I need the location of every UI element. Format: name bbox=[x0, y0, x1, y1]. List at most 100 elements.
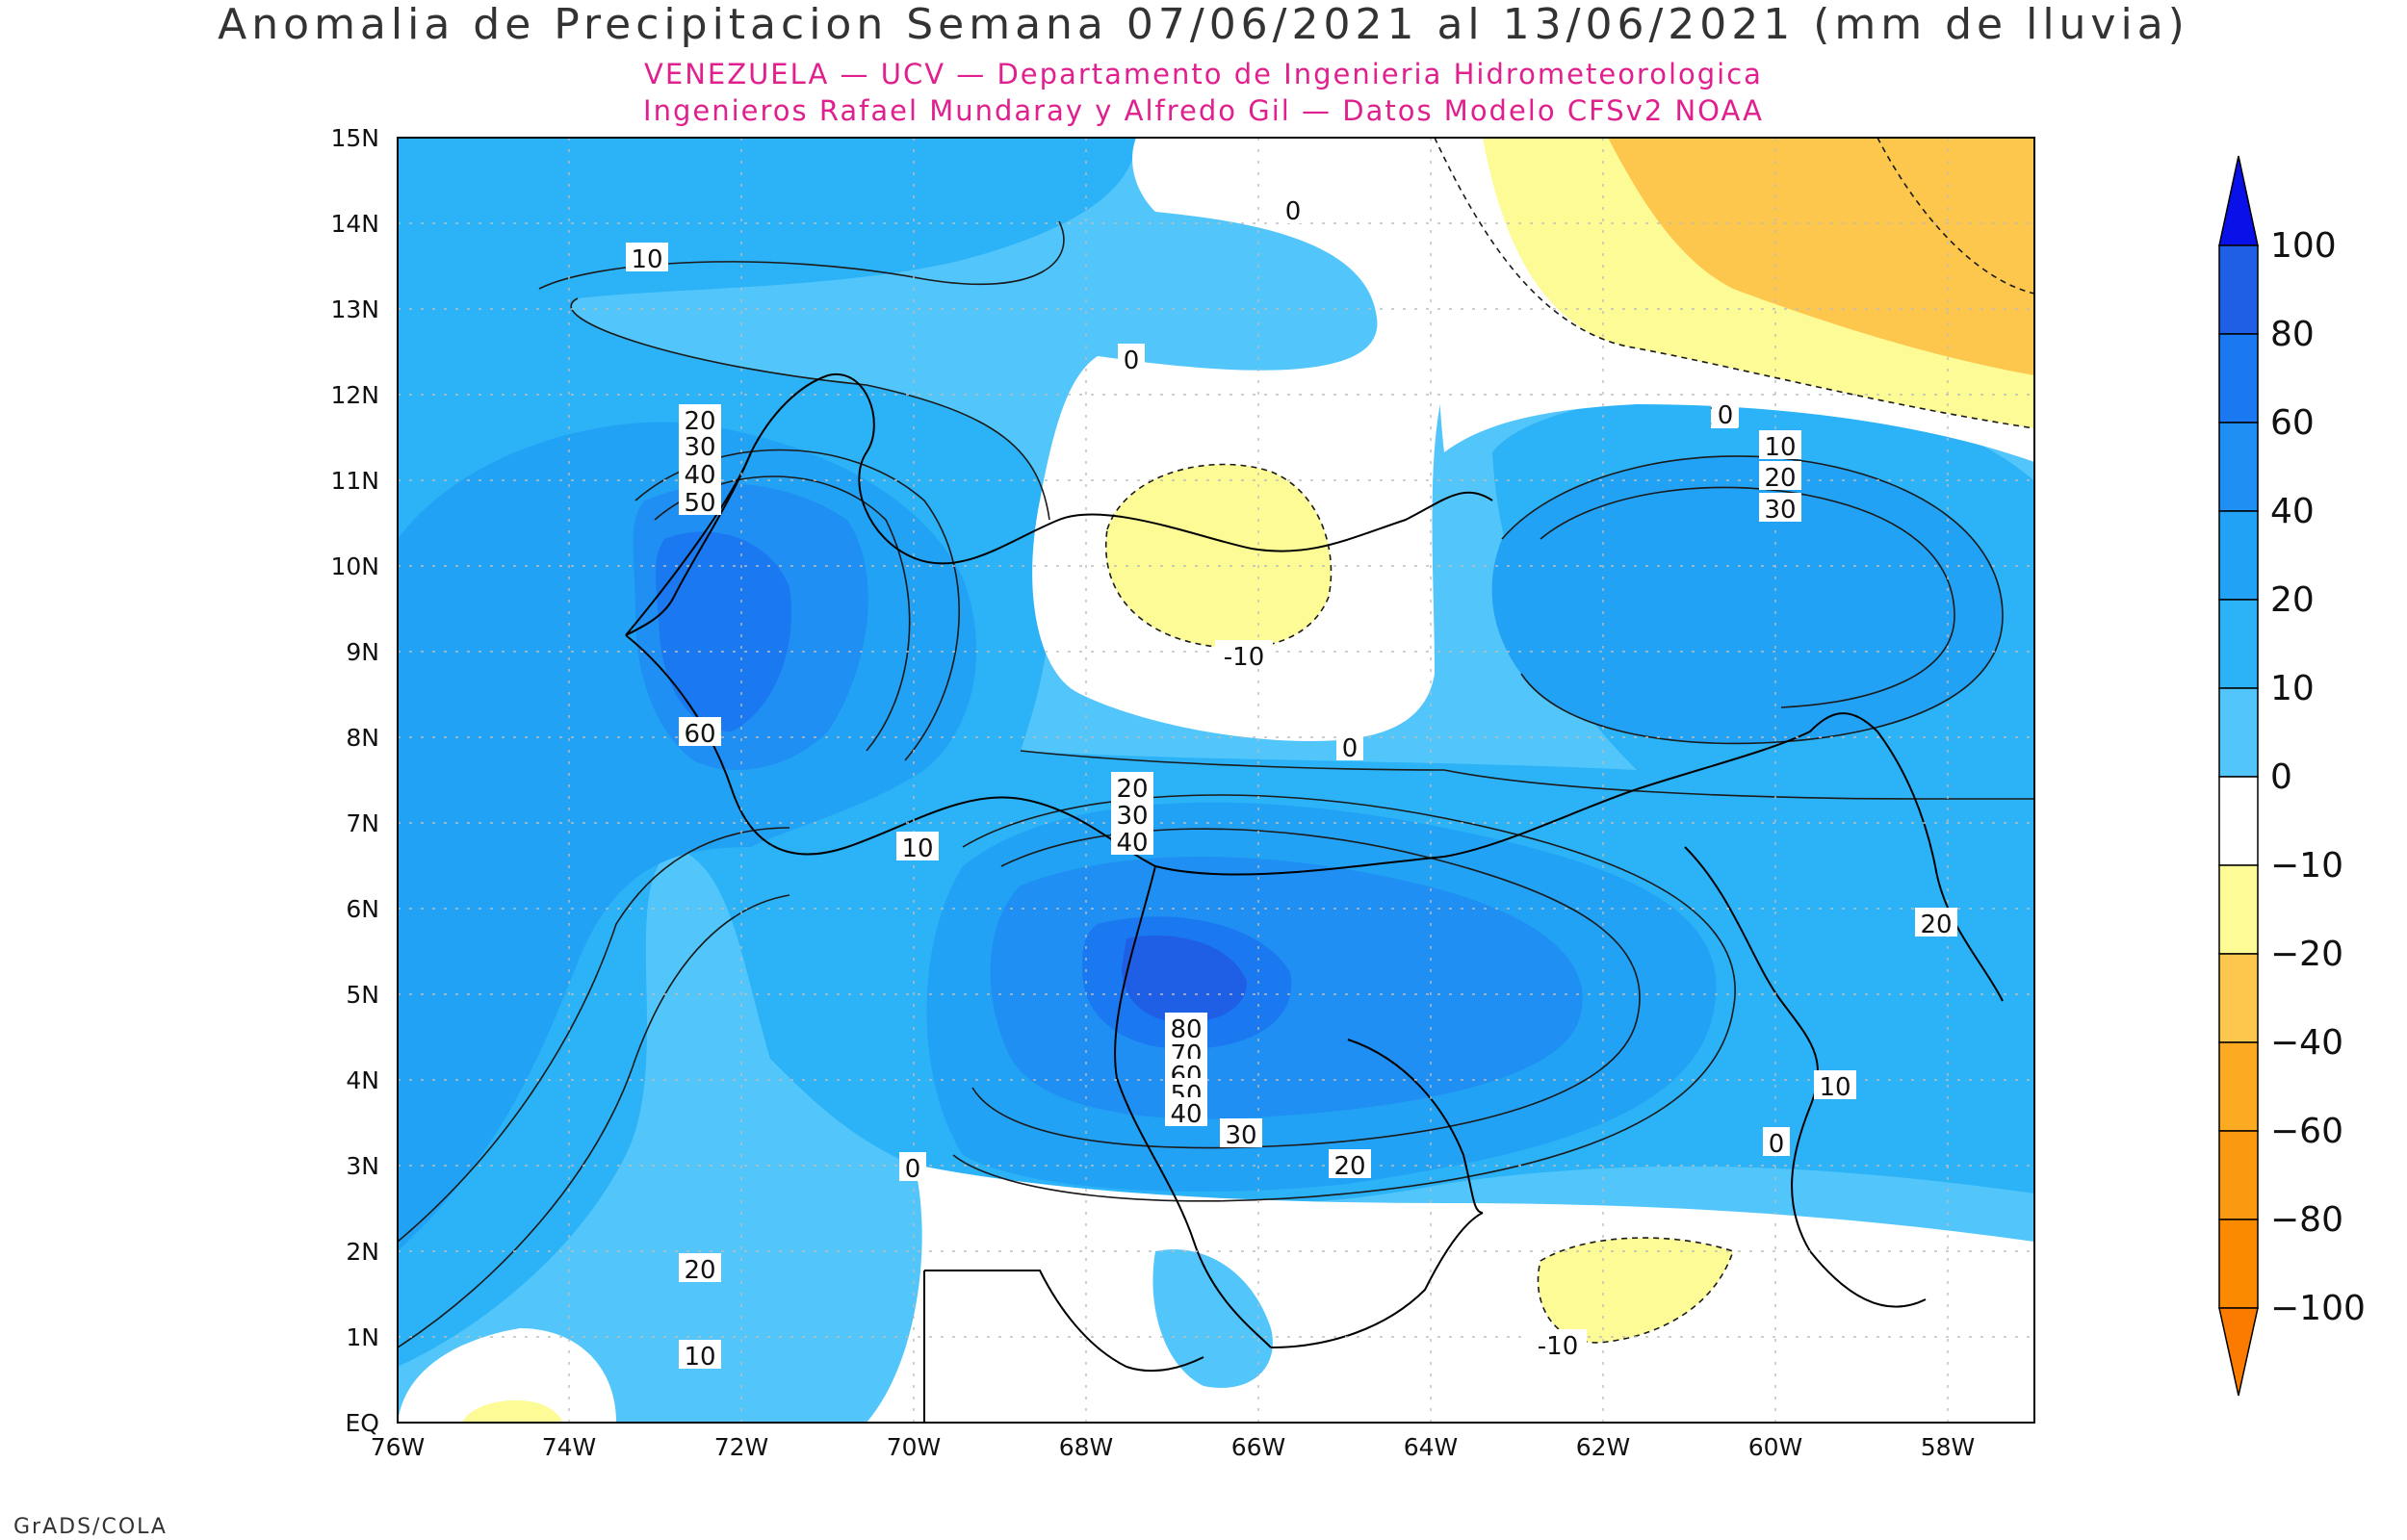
contour-label: 20 bbox=[1915, 908, 1957, 939]
svg-text:20: 20 bbox=[1920, 911, 1952, 939]
colorbar-label: −60 bbox=[2270, 1112, 2343, 1151]
svg-text:20: 20 bbox=[684, 1256, 715, 1285]
lat-tick-label: 9N bbox=[346, 638, 379, 666]
lon-tick-label: 72W bbox=[714, 1433, 769, 1461]
contour-label: 0 bbox=[1336, 732, 1363, 763]
contour-label: 10 bbox=[1759, 430, 1801, 462]
colorbar-label: 10 bbox=[2270, 669, 2315, 708]
svg-text:30: 30 bbox=[684, 433, 715, 462]
colorbar-label: −100 bbox=[2270, 1289, 2366, 1328]
contour-label: 40 bbox=[1165, 1097, 1207, 1129]
colorbar-segment bbox=[2218, 1041, 2259, 1132]
lat-tick-label: 8N bbox=[346, 724, 379, 752]
lat-tick-label: EQ bbox=[346, 1409, 379, 1437]
contour-label: 0 bbox=[1280, 194, 1307, 226]
subtitle-line-2: Ingenieros Rafael Mundaray y Alfredo Gil… bbox=[643, 94, 1764, 127]
colorbar-bottom-arrow bbox=[2218, 1307, 2259, 1397]
colorbar-label: 100 bbox=[2270, 226, 2337, 266]
lat-tick-label: 13N bbox=[330, 295, 379, 323]
colorbar: 100 80 60 40 20 10 0 −10 −20 −40 −60 −80… bbox=[2218, 155, 2366, 1397]
contour-label: -10 bbox=[1529, 1329, 1587, 1361]
svg-text:-10: -10 bbox=[1224, 643, 1264, 672]
contour-label: 10 bbox=[679, 1340, 721, 1372]
contour-lines bbox=[398, 220, 2034, 1348]
lat-tick-label: 1N bbox=[346, 1323, 379, 1351]
contour-label: 0 bbox=[1712, 398, 1739, 430]
contour-label: 0 bbox=[899, 1152, 926, 1184]
colorbar-label: 20 bbox=[2270, 580, 2315, 620]
lat-tick-label: 2N bbox=[346, 1238, 379, 1266]
svg-text:50: 50 bbox=[684, 489, 715, 518]
lat-tick-label: 3N bbox=[346, 1152, 379, 1180]
lat-tick-label: 15N bbox=[330, 124, 379, 152]
map-frame bbox=[397, 137, 2035, 1424]
svg-text:0: 0 bbox=[1769, 1130, 1785, 1159]
longitude-axis: 76W 74W 72W 70W 68W 66W 64W 62W 60W 58W bbox=[371, 1433, 1976, 1461]
colorbar-segment bbox=[2218, 333, 2259, 424]
lat-tick-label: 10N bbox=[330, 552, 379, 580]
lat-tick-label: 6N bbox=[346, 895, 379, 923]
lat-tick-label: 14N bbox=[330, 210, 379, 238]
lat-tick-label: 7N bbox=[346, 809, 379, 837]
contour-label: 10 bbox=[1814, 1070, 1856, 1102]
svg-text:10: 10 bbox=[901, 834, 933, 863]
lon-tick-label: 66W bbox=[1231, 1433, 1286, 1461]
colorbar-segment bbox=[2218, 422, 2259, 512]
lon-tick-label: 70W bbox=[887, 1433, 942, 1461]
contour-label: 30 bbox=[1220, 1118, 1262, 1150]
lat-tick-label: 12N bbox=[330, 381, 379, 409]
svg-text:10: 10 bbox=[684, 1343, 715, 1372]
contour-label: 40 bbox=[679, 458, 721, 490]
colorbar-segment bbox=[2218, 953, 2259, 1043]
subtitle-line-1: VENEZUELA — UCV — Departamento de Ingeni… bbox=[644, 58, 1763, 90]
contour-label-group: 10 0 0 20 30 40 50 60 -10 0 10 0 10 20 3… bbox=[626, 194, 1957, 1372]
colorbar-label: −40 bbox=[2270, 1023, 2343, 1063]
contour-label: 20 bbox=[679, 1253, 721, 1285]
svg-text:60: 60 bbox=[684, 720, 715, 749]
contour-label: 30 bbox=[679, 430, 721, 462]
lon-tick-label: 58W bbox=[1921, 1433, 1976, 1461]
svg-text:40: 40 bbox=[1170, 1100, 1202, 1129]
lon-tick-label: 62W bbox=[1576, 1433, 1631, 1461]
contour-label: 50 bbox=[679, 486, 721, 518]
contour-label: 10 bbox=[896, 832, 939, 863]
colorbar-segment bbox=[2218, 244, 2259, 335]
coastlines-borders bbox=[625, 372, 2004, 1423]
svg-text:-10: -10 bbox=[1538, 1332, 1578, 1361]
lon-tick-label: 60W bbox=[1748, 1433, 1803, 1461]
svg-text:0: 0 bbox=[905, 1155, 921, 1184]
svg-text:20: 20 bbox=[1764, 464, 1796, 493]
colorbar-label: 60 bbox=[2270, 403, 2315, 443]
svg-text:10: 10 bbox=[1819, 1073, 1851, 1102]
contour-label: 40 bbox=[1111, 826, 1153, 858]
svg-text:40: 40 bbox=[1116, 829, 1148, 858]
svg-text:0: 0 bbox=[1124, 346, 1140, 375]
lat-tick-label: 11N bbox=[330, 467, 379, 495]
colorbar-segment bbox=[2218, 599, 2259, 689]
lon-tick-label: 64W bbox=[1404, 1433, 1459, 1461]
colorbar-segment bbox=[2218, 1219, 2259, 1309]
colorbar-label: −10 bbox=[2270, 846, 2343, 886]
svg-text:40: 40 bbox=[684, 461, 715, 490]
contour-label: 10 bbox=[626, 243, 668, 274]
colorbar-labels: 100 80 60 40 20 10 0 −10 −20 −40 −60 −80… bbox=[2270, 226, 2366, 1328]
colorbar-label: −20 bbox=[2270, 935, 2343, 974]
colorbar-segment bbox=[2218, 864, 2259, 955]
svg-text:20: 20 bbox=[1333, 1152, 1365, 1181]
colorbar-label: 40 bbox=[2270, 492, 2315, 531]
lat-tick-label: 4N bbox=[346, 1066, 379, 1094]
colorbar-label: 80 bbox=[2270, 315, 2315, 354]
contour-label: 60 bbox=[679, 717, 721, 749]
colorbar-segment bbox=[2218, 1130, 2259, 1220]
colorbar-segment bbox=[2218, 776, 2259, 866]
contour-label: 20 bbox=[1329, 1149, 1371, 1181]
negative-contours bbox=[1104, 138, 2034, 1344]
shaded-field bbox=[398, 138, 2034, 1423]
grads-footer: GrADS/COLA bbox=[13, 1515, 168, 1539]
colorbar-label: 0 bbox=[2270, 757, 2292, 797]
svg-text:30: 30 bbox=[1225, 1121, 1256, 1150]
svg-text:0: 0 bbox=[1342, 734, 1359, 763]
lat-tick-label: 5N bbox=[346, 981, 379, 1009]
svg-text:10: 10 bbox=[1764, 433, 1796, 462]
